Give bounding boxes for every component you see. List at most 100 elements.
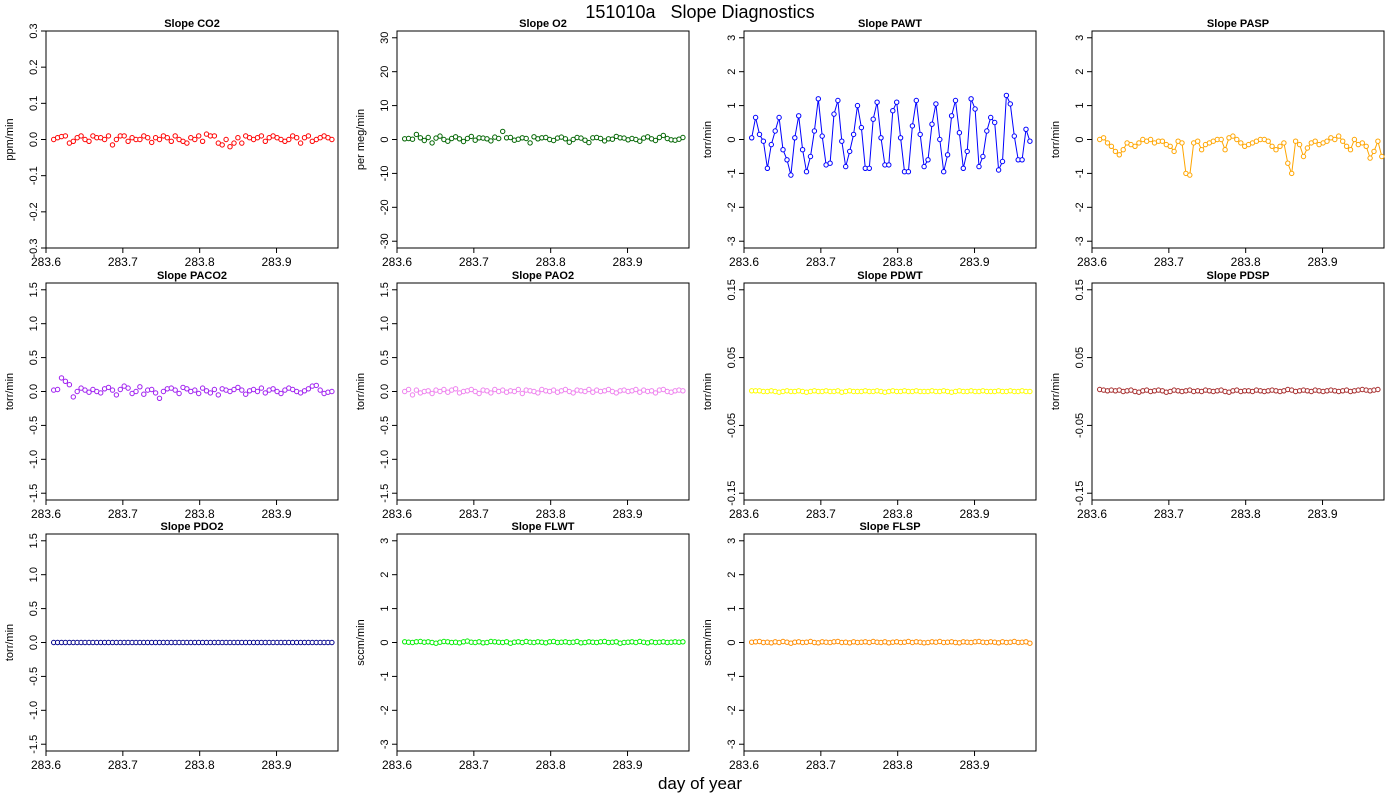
x-tick-label: 283.8	[185, 255, 215, 269]
data-point	[507, 134, 514, 141]
data-point	[1363, 143, 1369, 150]
data-point	[1273, 147, 1279, 153]
data-point	[172, 133, 178, 139]
y-axis-label: sccm/min	[355, 619, 367, 665]
panel-slope-pdsp: Slope PDSP torr/min -0.15 -0.05 0.05 0.15 283.…	[1050, 270, 1385, 521]
data-point	[1011, 133, 1017, 139]
y-axis-label: torr/min	[1050, 373, 1062, 410]
data-point	[211, 133, 218, 139]
x-tick-label: 283.7	[459, 507, 489, 521]
y-tick-label: 3	[1074, 35, 1086, 41]
data-point	[843, 163, 849, 170]
y-tick-label: 2	[726, 69, 738, 75]
data-point	[429, 140, 435, 146]
data-point	[1375, 138, 1381, 144]
y-tick-label: 2	[1074, 69, 1086, 75]
data-point	[409, 136, 416, 142]
data-point	[203, 388, 210, 394]
data-point	[305, 386, 312, 392]
data-point	[917, 131, 923, 138]
data-point	[294, 135, 300, 141]
data-point	[1265, 138, 1271, 144]
data-point	[456, 136, 463, 142]
data-point	[243, 391, 249, 397]
data-point	[660, 132, 666, 139]
y-axis-label: torr/min	[702, 121, 714, 158]
y-tick-label: -3	[1074, 236, 1086, 246]
data-point	[1171, 148, 1177, 155]
data-point	[562, 136, 569, 142]
panel-slope-pao2: Slope PAO2 torr/min -1.5 -1.0 -0.5 0.0 0.5 1.0 1…	[355, 270, 690, 521]
data-point	[329, 639, 335, 646]
y-tick-label: -20	[379, 199, 391, 215]
panel-slope-pdo2: Slope PDO2 torr/min -1.5 -1.0 -0.5 0.0 0.5 1.0 1…	[4, 521, 339, 772]
data-point	[425, 388, 431, 394]
x-tick-label: 283.8	[1231, 507, 1261, 521]
y-axis-label: ppm/min	[4, 118, 16, 160]
data-point	[944, 152, 951, 158]
data-point	[652, 137, 659, 144]
data-point	[1136, 140, 1142, 146]
data-point	[1379, 153, 1385, 160]
data-point	[496, 135, 502, 142]
data-point	[149, 139, 155, 146]
data-point	[1336, 133, 1342, 139]
panel-title: Slope PASP	[1207, 18, 1269, 30]
data-point	[648, 388, 655, 394]
data-point	[1218, 136, 1224, 143]
data-point	[578, 135, 584, 141]
data-point	[776, 114, 782, 121]
panel-title: Slope PACO2	[157, 270, 227, 282]
data-point	[1195, 138, 1201, 144]
data-point	[788, 172, 794, 178]
x-axis-title: day of year	[657, 774, 743, 793]
x-tick-label: 283.7	[1154, 255, 1184, 269]
data-point	[98, 390, 104, 396]
data-point	[854, 102, 861, 109]
data-point	[437, 133, 443, 139]
data-point	[101, 136, 108, 143]
y-tick-label: -0.05	[726, 413, 738, 438]
x-tick-label: 283.8	[883, 507, 913, 521]
panel-title: Slope PDWT	[857, 270, 923, 282]
x-tick-label: 283.8	[883, 255, 913, 269]
data-point	[929, 121, 935, 127]
data-point	[1300, 153, 1307, 160]
y-tick-label: -0.5	[28, 667, 40, 686]
x-tick-label: 283.9	[960, 758, 990, 772]
data-point	[62, 378, 69, 384]
data-point	[231, 386, 237, 393]
x-tick-label: 283.9	[1308, 255, 1338, 269]
data-point	[196, 390, 202, 397]
plot-frame	[743, 282, 1037, 501]
data-point	[570, 390, 576, 396]
data-point	[819, 133, 825, 139]
data-point	[297, 140, 304, 146]
data-point	[58, 375, 65, 381]
data-point	[1027, 640, 1033, 646]
x-tick-label: 283.8	[185, 507, 215, 521]
data-point	[109, 142, 116, 148]
data-point	[519, 390, 525, 397]
x-tick-label: 283.8	[536, 758, 566, 772]
data-point	[235, 135, 241, 141]
y-tick-label: 3	[379, 538, 391, 544]
data-point	[586, 139, 592, 146]
data-point	[113, 392, 120, 398]
data-point	[86, 389, 92, 395]
data-point	[772, 128, 778, 134]
y-tick-label: -1	[726, 672, 738, 682]
data-point	[1269, 143, 1275, 150]
data-point	[847, 148, 853, 155]
data-point	[421, 137, 427, 144]
x-tick-label: 283.7	[108, 255, 138, 269]
panel-title: Slope PDSP	[1207, 270, 1270, 282]
data-point	[680, 639, 686, 645]
y-tick-label: 0.1	[28, 96, 40, 111]
data-point	[586, 386, 592, 393]
data-point	[796, 113, 802, 119]
data-point	[839, 138, 845, 144]
y-tick-label: -0.5	[379, 416, 391, 435]
panel-title: Slope FLWT	[512, 521, 575, 533]
data-point	[1351, 136, 1358, 143]
